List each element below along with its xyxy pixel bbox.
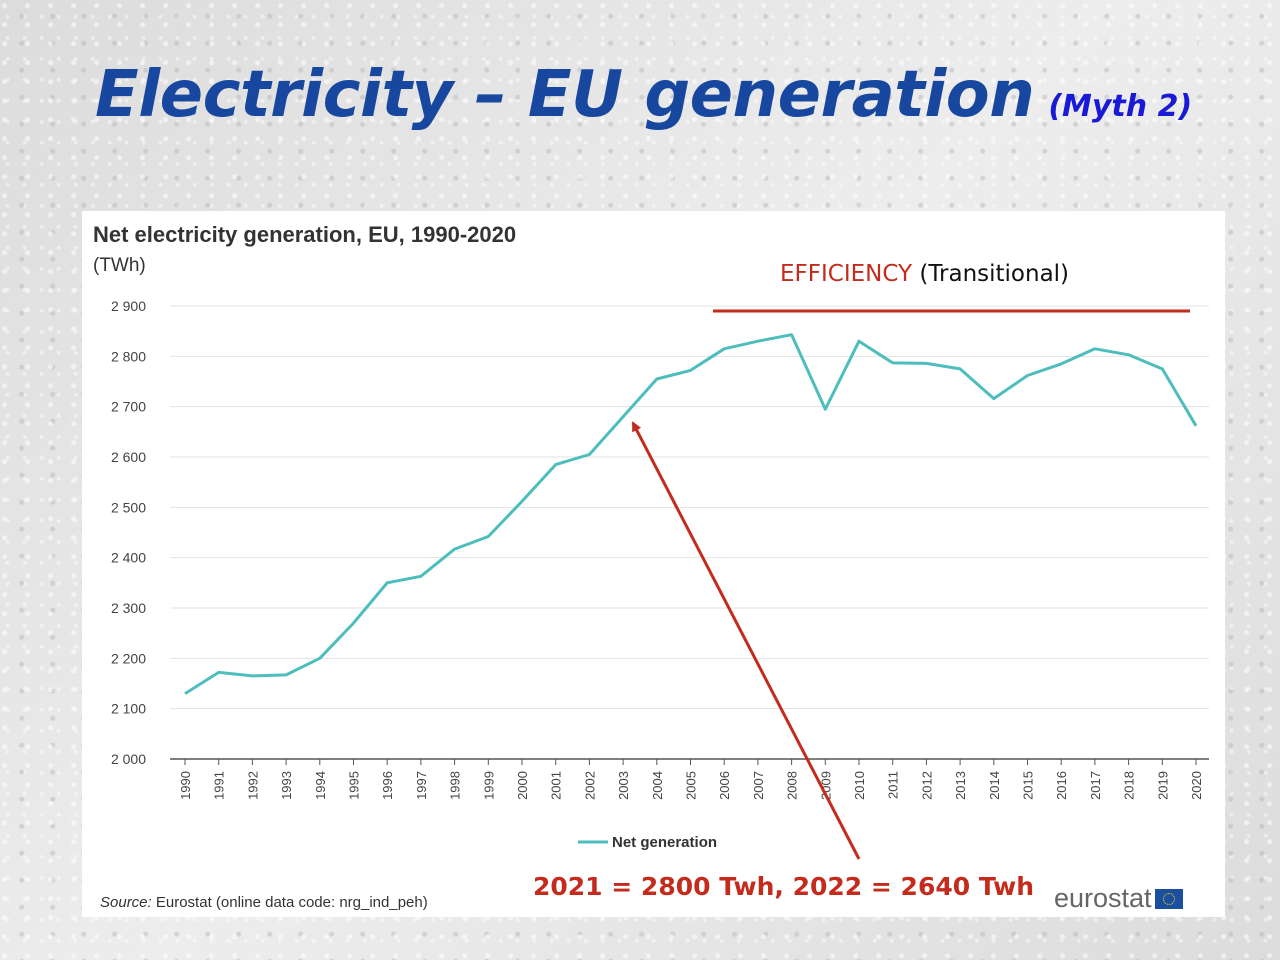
efficiency-annotation: EFFICIENCY (Transitional) xyxy=(780,261,1069,287)
x-tick-label: 2019 xyxy=(1155,771,1170,800)
source-text: Eurostat (online data code: nrg_ind_peh) xyxy=(155,894,428,911)
line-chart: 2 000 2 100 2 200 2 300 2 400 2 500 2 600 2 700… xyxy=(111,298,1209,860)
y-tick-label: 2 800 xyxy=(111,348,146,364)
data-point xyxy=(554,463,557,466)
data-point xyxy=(790,333,793,336)
data-point xyxy=(251,674,254,677)
x-tick-label: 1990 xyxy=(178,771,193,800)
x-tick-label: 1991 xyxy=(212,771,227,800)
x-tick-label: 2020 xyxy=(1189,771,1204,800)
x-tick-label: 2006 xyxy=(717,771,732,800)
y-tick-label: 2 500 xyxy=(111,499,146,515)
data-point xyxy=(453,548,456,551)
x-tick-label: 1997 xyxy=(414,771,429,800)
y-tick-label: 2 900 xyxy=(111,298,146,314)
y-tick-label: 2 100 xyxy=(111,701,146,717)
x-tick-label: 2018 xyxy=(1122,771,1137,800)
data-point xyxy=(487,535,490,538)
x-tick-label: 2007 xyxy=(751,771,766,800)
data-point xyxy=(689,369,692,372)
x-tick-label: 2001 xyxy=(549,771,564,800)
x-tick-label: 2010 xyxy=(852,771,867,800)
series-line-net-generation xyxy=(184,333,1198,695)
data-point xyxy=(285,673,288,676)
y-tick-label: 2 000 xyxy=(111,751,146,767)
data-point xyxy=(824,408,827,411)
eurostat-logo: eurostat xyxy=(1054,883,1183,914)
data-point xyxy=(1026,374,1029,377)
x-tick-label: 2009 xyxy=(818,771,833,800)
legend: Net generation xyxy=(578,834,717,851)
logo-text: eurostat xyxy=(1054,883,1152,913)
data-point xyxy=(655,377,658,380)
annotation-arrow xyxy=(631,421,861,860)
y-tick-label: 2 200 xyxy=(111,650,146,666)
x-axis-ticks: 1990 1991 1992 1993 1994 1995 1996 1997 1998 1999… xyxy=(178,759,1204,800)
data-point xyxy=(217,671,220,674)
x-tick-label: 1999 xyxy=(481,771,496,800)
efficiency-note: (Transitional) xyxy=(919,261,1070,287)
x-tick-label: 2016 xyxy=(1054,771,1069,800)
data-point xyxy=(1060,362,1063,365)
x-tick-label: 2004 xyxy=(650,771,665,800)
source-label: Source: xyxy=(100,894,152,911)
y-tick-label: 2 400 xyxy=(111,550,146,566)
slide-title: Electricity – EU generation (Myth 2) xyxy=(95,58,1192,132)
data-point xyxy=(521,500,524,503)
y-axis-ticks: 2 000 2 100 2 200 2 300 2 400 2 500 2 600 2 700… xyxy=(111,298,146,767)
series-layer xyxy=(184,333,1198,695)
data-point xyxy=(352,622,355,625)
data-point xyxy=(959,367,962,370)
y-tick-label: 2 600 xyxy=(111,449,146,465)
x-tick-label: 1993 xyxy=(279,771,294,800)
y-tick-label: 2 300 xyxy=(111,600,146,616)
data-point xyxy=(1093,347,1096,350)
x-tick-label: 1994 xyxy=(313,771,328,800)
data-point xyxy=(318,657,321,660)
x-tick-label: 2000 xyxy=(515,771,530,800)
x-tick-label: 2017 xyxy=(1088,771,1103,800)
x-tick-label: 2008 xyxy=(785,771,800,800)
x-tick-label: 2002 xyxy=(582,771,597,800)
slide-subtitle: (Myth 2) xyxy=(1048,89,1193,124)
source-note: Source: Eurostat (online data code: nrg_… xyxy=(100,894,428,911)
data-point xyxy=(723,347,726,350)
data-point xyxy=(386,581,389,584)
x-tick-label: 1996 xyxy=(380,771,395,800)
x-tick-label: 2005 xyxy=(684,771,699,800)
x-tick-label: 1992 xyxy=(245,771,260,800)
y-tick-label: 2 700 xyxy=(111,399,146,415)
x-tick-label: 2014 xyxy=(987,771,1002,800)
efficiency-label: EFFICIENCY xyxy=(780,261,913,287)
data-point xyxy=(1127,353,1130,356)
chart-panel: Net electricity generation, EU, 1990-202… xyxy=(82,211,1225,917)
data-point xyxy=(588,453,591,456)
data-point xyxy=(992,397,995,400)
annotation-layer xyxy=(631,309,1190,860)
x-tick-label: 2012 xyxy=(919,771,934,800)
data-point xyxy=(756,340,759,343)
legend-label: Net generation xyxy=(612,834,717,851)
data-point xyxy=(858,340,861,343)
x-tick-label: 2013 xyxy=(953,771,968,800)
eu-flag-icon xyxy=(1154,888,1183,909)
data-point xyxy=(622,415,625,418)
x-tick-label: 1995 xyxy=(347,771,362,800)
gridlines xyxy=(170,305,1209,760)
x-tick-label: 2003 xyxy=(616,771,631,800)
slide-title-text: Electricity – EU generation xyxy=(95,58,1035,132)
x-tick-label: 1998 xyxy=(448,771,463,800)
x-tick-label: 2011 xyxy=(886,771,901,799)
chart-unit: (TWh) xyxy=(93,255,146,276)
data-point xyxy=(184,692,187,695)
x-tick-label: 2015 xyxy=(1021,771,1036,800)
chart-title: Net electricity generation, EU, 1990-202… xyxy=(93,222,517,247)
footnote-annotation: 2021 = 2800 Twh, 2022 = 2640 Twh xyxy=(533,872,1035,901)
data-point xyxy=(1161,367,1164,370)
data-point xyxy=(891,361,894,364)
data-point xyxy=(419,575,422,578)
data-point xyxy=(1195,424,1198,427)
data-point xyxy=(925,362,928,365)
